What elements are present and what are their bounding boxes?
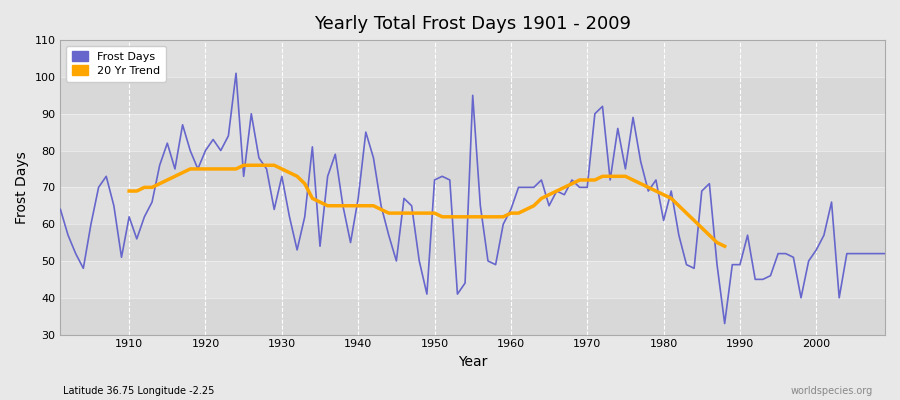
Text: Latitude 36.75 Longitude -2.25: Latitude 36.75 Longitude -2.25 [63,386,214,396]
Text: worldspecies.org: worldspecies.org [791,386,873,396]
Legend: Frost Days, 20 Yr Trend: Frost Days, 20 Yr Trend [66,46,166,82]
Bar [60,150,885,187]
Title: Yearly Total Frost Days 1901 - 2009: Yearly Total Frost Days 1901 - 2009 [314,15,631,33]
Bar [60,298,885,334]
Bar [60,77,885,114]
Y-axis label: Frost Days: Frost Days [15,151,29,224]
Bar [60,114,885,150]
X-axis label: Year: Year [458,355,488,369]
Bar [60,261,885,298]
Bar [60,187,885,224]
Bar [60,40,885,77]
Bar [60,224,885,261]
